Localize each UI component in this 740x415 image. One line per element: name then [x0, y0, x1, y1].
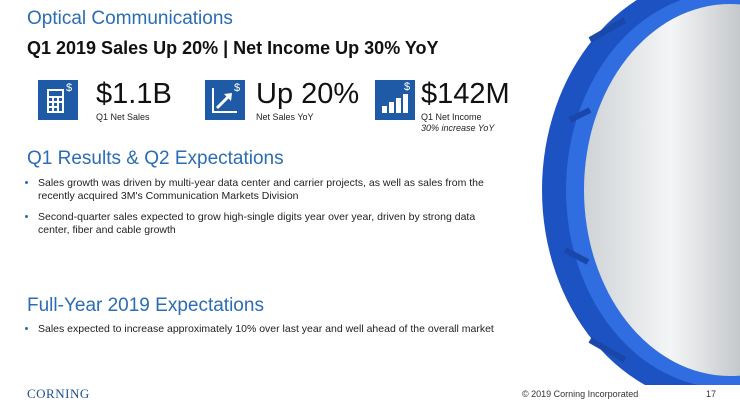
- bullet-list: Sales growth was driven by multi-year da…: [20, 177, 508, 245]
- title: Optical Communications: [27, 8, 233, 29]
- kpi-label: Q1 Net Sales: [96, 112, 150, 122]
- icon-symbol: $: [66, 82, 72, 94]
- icon-symbol: $: [404, 81, 410, 93]
- section-heading: Q1 Results & Q2 Expectations: [27, 148, 284, 169]
- logo: CORNING: [27, 386, 90, 401]
- bullet-list: Sales expected to increase approximately…: [20, 323, 508, 344]
- growth-icon: $: [205, 80, 245, 120]
- section-heading: Full-Year 2019 Expectations: [27, 295, 264, 316]
- kpi-label: Q1 Net Income: [421, 112, 482, 122]
- icon-symbol: $: [234, 82, 240, 94]
- bullet: Second-quarter sales expected to grow hi…: [38, 211, 508, 237]
- bullet: Sales expected to increase approximately…: [38, 323, 508, 336]
- kpi-value: $142M: [421, 78, 510, 110]
- copyright: © 2019 Corning Incorporated: [522, 389, 639, 399]
- kpi-value: Up 20%: [256, 78, 360, 110]
- calculator-icon: $: [38, 80, 78, 120]
- kpi-label: Net Sales YoY: [256, 112, 314, 122]
- spool-image: [542, 0, 740, 385]
- bars-icon: $: [375, 80, 415, 120]
- kpi-value: $1.1B: [96, 78, 172, 110]
- kpi-note: 30% increase YoY: [421, 123, 495, 133]
- page-number: 17: [706, 389, 717, 399]
- subtitle: Q1 2019 Sales Up 20% | Net Income Up 30%…: [27, 38, 439, 58]
- bullet: Sales growth was driven by multi-year da…: [38, 177, 508, 203]
